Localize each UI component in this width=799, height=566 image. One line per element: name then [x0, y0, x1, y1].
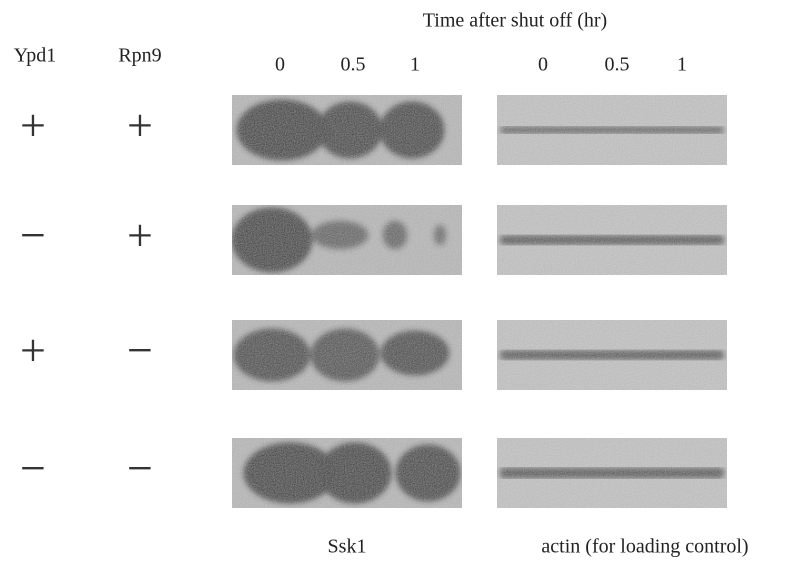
ssk1-band [232, 208, 312, 272]
genotype-sign: + [20, 325, 46, 376]
blot-bands [237, 100, 444, 160]
genotype-sign: − [127, 325, 153, 376]
ssk1-band [318, 102, 382, 158]
ssk1-band [312, 221, 368, 249]
ssk1-blot [232, 438, 462, 508]
actin-band [500, 127, 724, 133]
actin-time: 1 [677, 54, 687, 76]
ssk1-band [434, 225, 446, 245]
ssk1-band [396, 445, 460, 501]
genotype-sign: − [20, 210, 46, 261]
ssk1-band [319, 443, 391, 503]
figure: Time after shut off (hr) Ypd1 Rpn9 Ssk1 … [0, 0, 799, 561]
actin-label: actin (for loading control) [541, 536, 748, 558]
ssk1-label: Ssk1 [328, 536, 367, 558]
actin-band [500, 351, 724, 360]
ssk1-band [311, 329, 379, 381]
genotype-sign: + [127, 210, 153, 261]
ssk1-band [380, 102, 444, 158]
rpn9-header: Rpn9 [118, 45, 161, 67]
actin-time: 0.5 [605, 54, 630, 76]
genotype-sign: + [20, 100, 46, 151]
ssk1-band [234, 329, 310, 381]
genotype-sign: − [20, 443, 46, 494]
ssk1-blot [232, 205, 462, 275]
blot-bands [500, 351, 724, 360]
actin-time: 0 [538, 54, 548, 76]
blot-bands [500, 468, 724, 478]
genotype-sign: + [127, 100, 153, 151]
actin-blot [497, 438, 727, 508]
actin-band [500, 236, 724, 245]
genotype-sign: − [127, 443, 153, 494]
ssk1-time: 0.5 [341, 54, 366, 76]
ssk1-time: 0 [275, 54, 285, 76]
blot-bands [244, 443, 460, 503]
blot-bands [500, 127, 724, 133]
ssk1-blot [232, 320, 462, 390]
blot-bands [500, 236, 724, 245]
ypd1-header: Ypd1 [14, 45, 57, 67]
actin-blot [497, 95, 727, 165]
actin-blot [497, 205, 727, 275]
time-title: Time after shut off (hr) [423, 10, 607, 32]
ssk1-band [383, 221, 407, 249]
ssk1-blot [232, 95, 462, 165]
ssk1-band [237, 100, 327, 160]
ssk1-band [381, 331, 449, 375]
actin-band [500, 468, 724, 478]
ssk1-time: 1 [410, 54, 420, 76]
blot-bands [234, 329, 449, 381]
actin-blot [497, 320, 727, 390]
